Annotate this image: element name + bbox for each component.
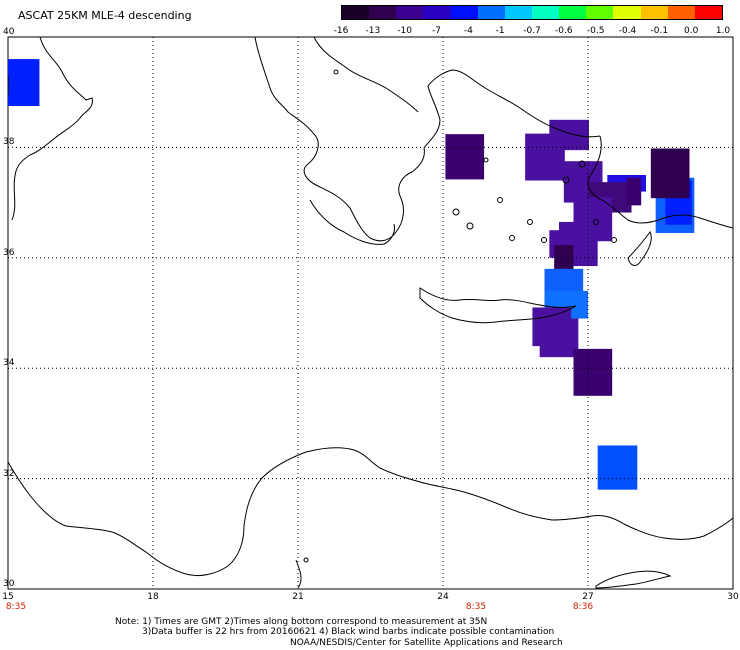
- map-frame: [7, 36, 734, 590]
- color-scale-swatch: [423, 6, 451, 19]
- backscatter-cell: [597, 445, 638, 490]
- color-scale-bar: [341, 5, 723, 20]
- color-scale-swatch: [531, 6, 560, 19]
- lat-label: 36: [3, 247, 15, 258]
- lat-label: 32: [3, 468, 15, 479]
- lon-label: 21: [292, 592, 304, 602]
- coast-island: [593, 219, 599, 225]
- coast-island: [611, 237, 617, 243]
- color-scale-tick: -1: [495, 26, 505, 36]
- coast-turkey: [587, 135, 734, 229]
- coast-island: [541, 237, 547, 243]
- coast-small: [295, 559, 302, 589]
- color-scale-swatch: [504, 6, 532, 19]
- color-scale-swatch: [450, 6, 478, 19]
- lat-label: 40: [3, 27, 15, 37]
- color-scale-tick: -10: [397, 26, 413, 36]
- color-scale-tick: -4: [463, 26, 473, 36]
- note-line-1: Note: 1) Times are GMT 2)Times along bot…: [115, 617, 488, 627]
- coast-island: [578, 160, 586, 168]
- backscatter-cell: [549, 119, 589, 151]
- color-scale-tick: -0.1: [650, 26, 669, 36]
- coast-island: [452, 208, 460, 216]
- color-scale-tick: -0.7: [523, 26, 541, 36]
- credit-line: NOAA/NESDIS/Center for Satellite Applica…: [290, 638, 563, 648]
- coast-island: [466, 222, 474, 230]
- lat-lon-grid: [8, 37, 733, 589]
- lon-label: 18: [147, 592, 159, 602]
- color-scale-tick: -0.5: [586, 26, 605, 36]
- color-scale-tick: -0.6: [555, 26, 573, 36]
- color-scale-swatch: [667, 6, 695, 19]
- color-scale-swatch: [369, 6, 397, 19]
- coast-peloponnese: [309, 199, 395, 245]
- coast-crete: [419, 287, 577, 324]
- coast-island: [497, 197, 503, 203]
- color-scale-tick-labels: -16 -13 -10 -7 -4 -1 -0.7 -0.6 -0.5 -0.4 -0.1 0.0 1.…: [331, 26, 733, 38]
- color-scale-tick: -7: [432, 26, 441, 36]
- color-scale-swatch: [640, 6, 668, 19]
- coast-island: [527, 219, 533, 225]
- coast-cyprus: [595, 570, 672, 589]
- backscatter-cells: [8, 59, 695, 490]
- color-scale-tick: -16: [333, 26, 349, 36]
- color-scale-swatch: [586, 6, 614, 19]
- backscatter-cell: [626, 177, 642, 206]
- coast-balkans: [313, 36, 419, 113]
- coast-island: [303, 557, 309, 563]
- coast-island: [509, 235, 515, 241]
- lon-label: 15: [2, 592, 14, 602]
- backscatter-cell: [539, 318, 579, 358]
- backscatter-cell: [8, 59, 40, 106]
- coast-north-africa: [7, 447, 734, 577]
- lat-label: 34: [3, 358, 15, 369]
- coast-greece: [254, 36, 601, 242]
- coast-italy: [11, 36, 94, 221]
- coast-rhodes: [627, 231, 652, 266]
- backscatter-cell: [445, 134, 485, 180]
- coast-island: [333, 69, 339, 75]
- lat-label: 38: [3, 137, 15, 148]
- map-title: ASCAT 25KM MLE-4 descending: [18, 9, 192, 22]
- backscatter-cell: [573, 348, 613, 396]
- lat-label: 30: [3, 579, 15, 589]
- coastlines: [7, 36, 734, 589]
- time-label: 8:35: [5, 602, 27, 612]
- color-scale-swatch: [477, 6, 505, 19]
- color-scale-swatch: [613, 6, 641, 19]
- coast-island: [562, 176, 570, 184]
- color-scale-tick: -0.4: [618, 26, 637, 36]
- color-scale-swatch: [342, 6, 370, 19]
- lon-label: 27: [582, 592, 594, 602]
- lon-label: 24: [437, 592, 449, 602]
- color-scale-swatch: [396, 6, 424, 19]
- color-scale-tick: 1.0: [715, 26, 731, 36]
- backscatter-cell: [650, 148, 690, 199]
- color-scale-swatch: [694, 6, 722, 19]
- color-scale-tick: -13: [365, 26, 381, 36]
- time-label: 8:36: [572, 602, 594, 612]
- coast-island: [483, 157, 489, 163]
- time-label: 8:35: [465, 602, 487, 612]
- lon-label: 30: [727, 592, 739, 602]
- note-line-2: 3)Data buffer is 22 hrs from 20160621 4)…: [142, 627, 555, 637]
- color-scale-tick: 0.0: [683, 26, 699, 36]
- color-scale-swatch: [559, 6, 587, 19]
